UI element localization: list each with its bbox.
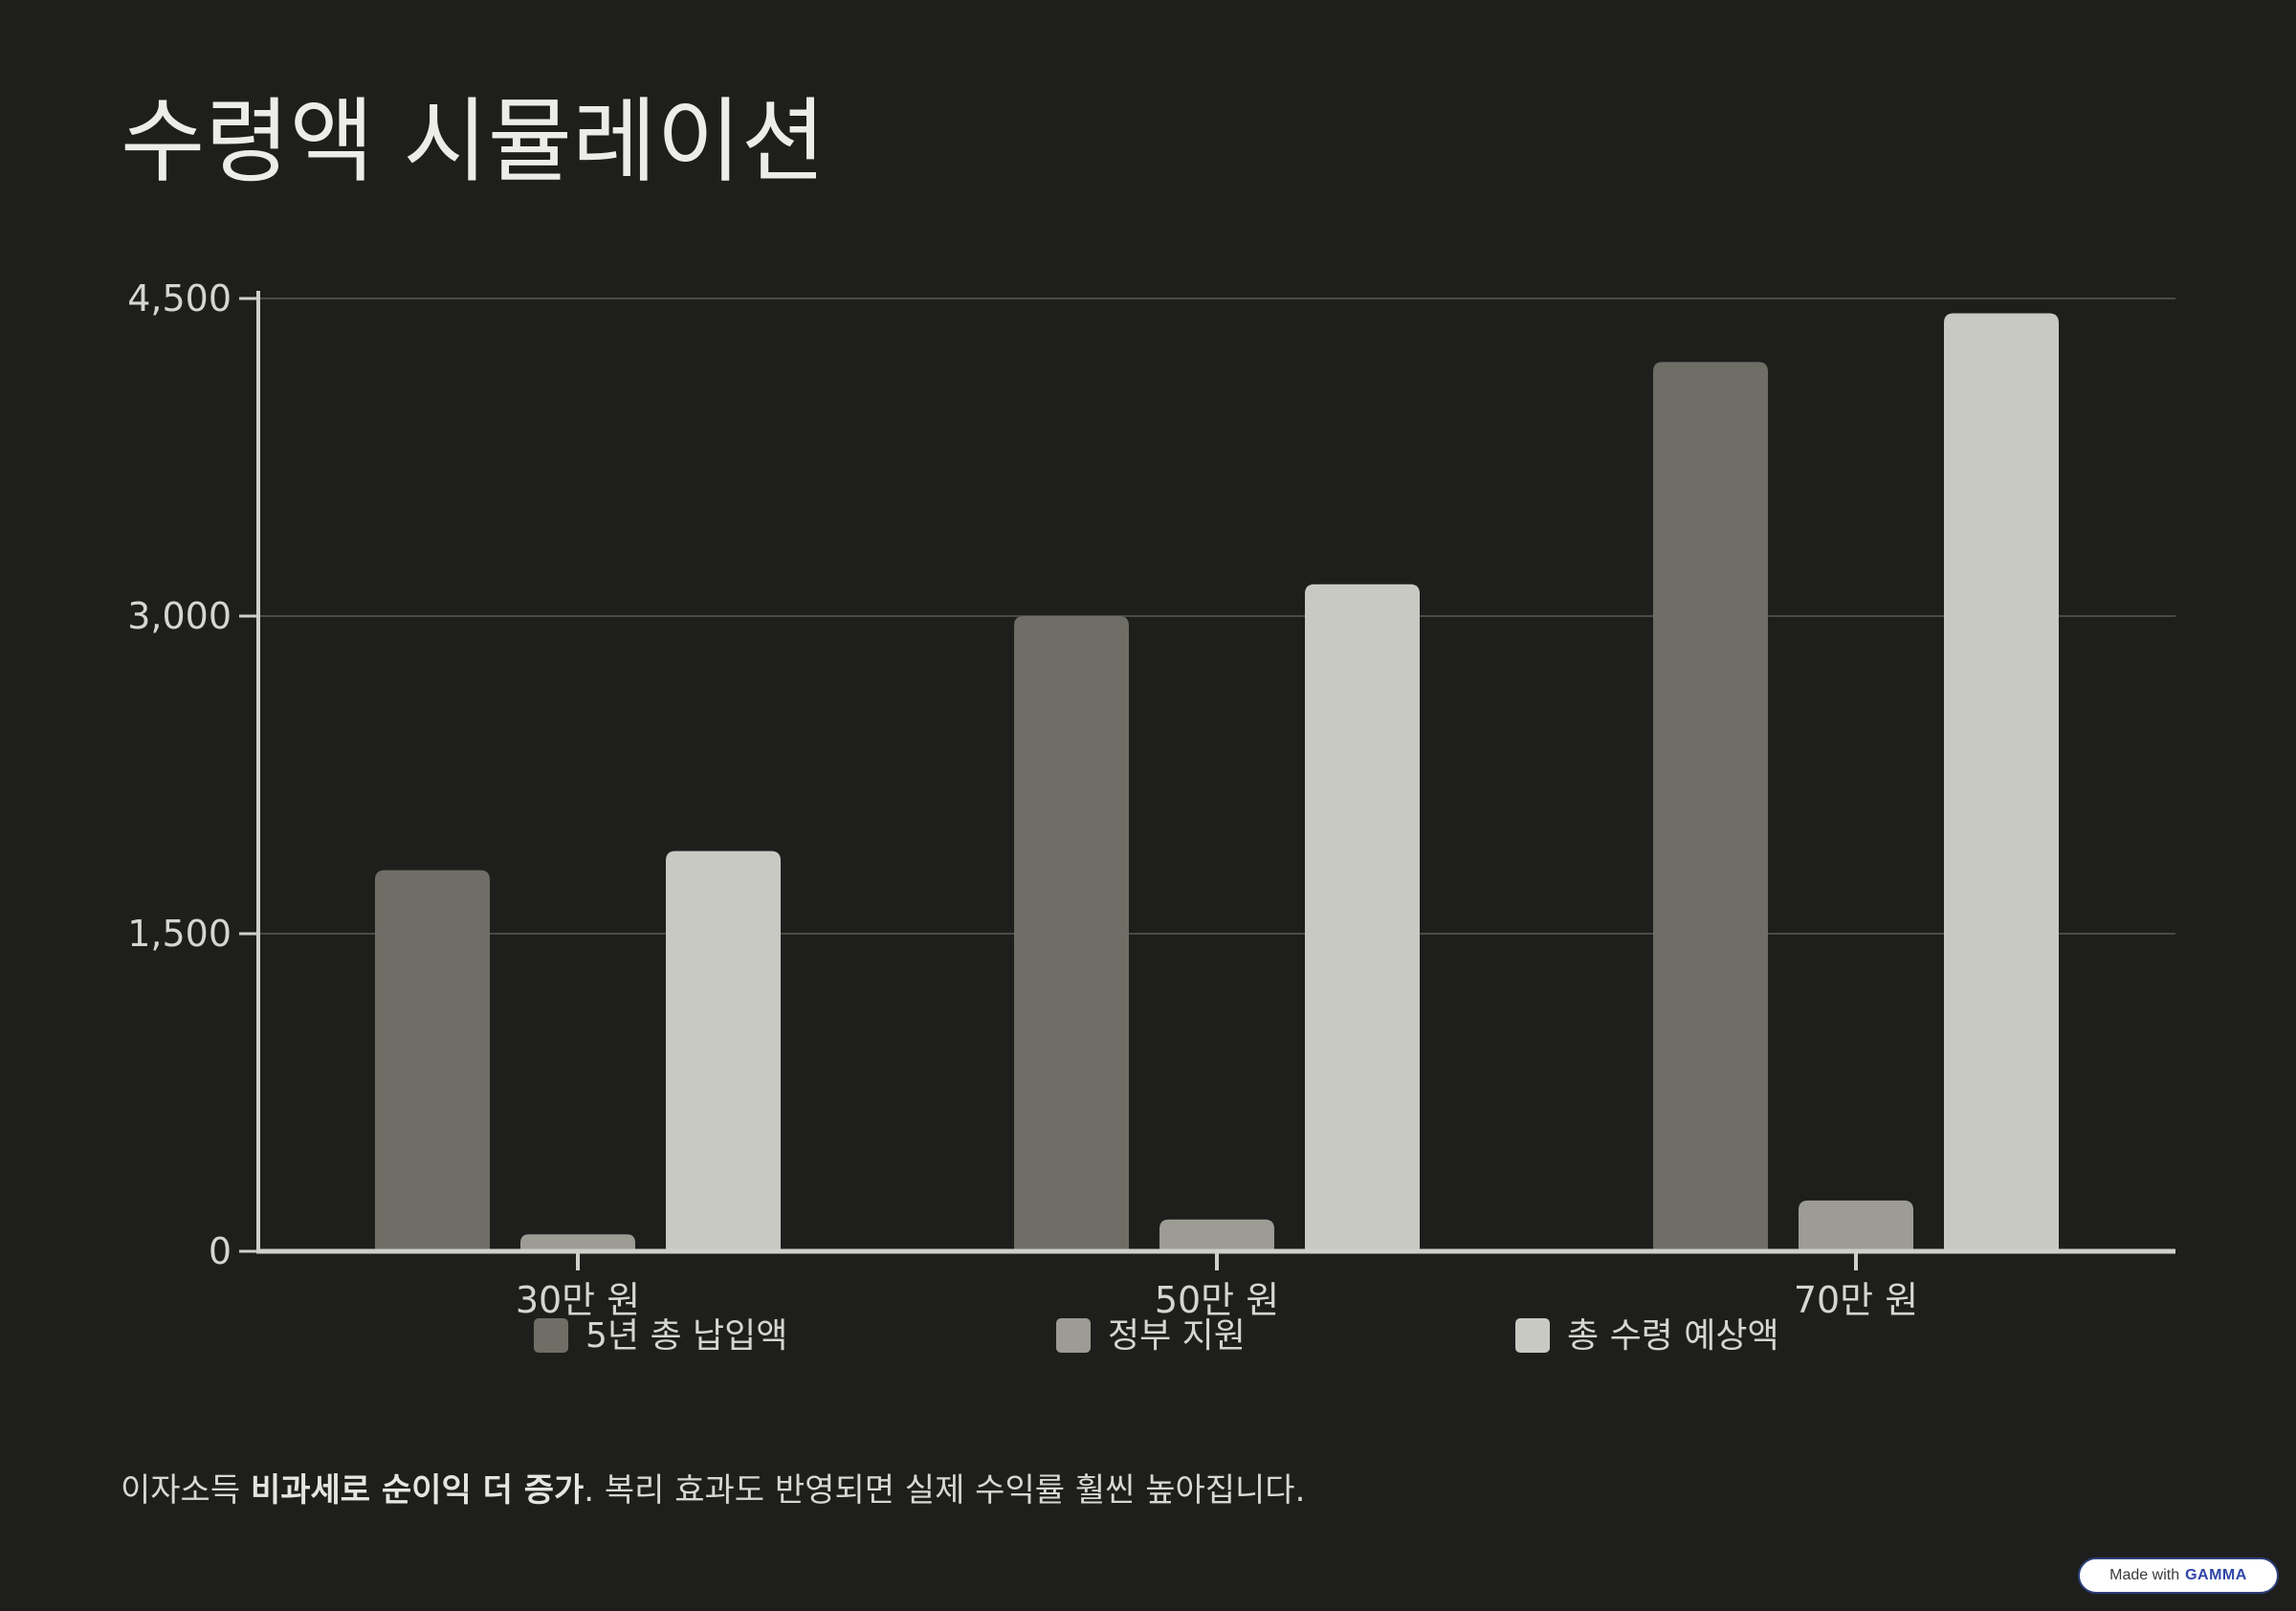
- footnote-suffix: . 복리 효과도 반영되면 실제 수익률 훨씬 높아집니다.: [584, 1471, 1306, 1510]
- bar: [1799, 1200, 1913, 1251]
- axes: 0 1,500 3,000 4,500 30만 원 50만 원 70만 원: [127, 277, 2175, 1321]
- bar: [666, 850, 781, 1251]
- y-tick-label: 3,000: [127, 595, 232, 637]
- bar: [1305, 584, 1420, 1251]
- bar: [1653, 362, 1768, 1251]
- footnote-emphasis: 비과세로 순이익 더 증가: [250, 1471, 585, 1510]
- legend-swatch: [1056, 1318, 1091, 1353]
- y-tick-label: 1,500: [127, 913, 232, 955]
- legend-swatch: [1515, 1318, 1550, 1353]
- legend-label: 정부 지원: [1108, 1316, 1246, 1356]
- footnote-prefix: 이자소득: [121, 1471, 251, 1510]
- bar: [520, 1234, 635, 1251]
- page-title: 수령액 시뮬레이션: [121, 88, 827, 195]
- y-tick-label: 0: [209, 1230, 232, 1272]
- footnote: 이자소득 비과세로 순이익 더 증가. 복리 효과도 반영되면 실제 수익률 훨…: [121, 1464, 1305, 1511]
- bar: [1944, 313, 2059, 1251]
- x-tick-label: 30만 원: [516, 1279, 640, 1321]
- bar: [1014, 616, 1129, 1251]
- y-tick-label: 4,500: [127, 277, 232, 320]
- legend-label: 5년 총 납입액: [585, 1316, 787, 1356]
- legend-swatch: [534, 1318, 568, 1353]
- grid-lines: [258, 298, 2175, 935]
- legend: 5년 총 납입액 정부 지원 총 수령 예상액: [534, 1316, 1779, 1356]
- made-with-gamma-badge[interactable]: Made with GAMMA: [2078, 1557, 2279, 1594]
- x-tick-label: 50만 원: [1155, 1279, 1279, 1321]
- badge-made-with-text: Made with: [2109, 1567, 2180, 1583]
- x-tick-label: 70만 원: [1794, 1279, 1918, 1321]
- bar: [1159, 1219, 1274, 1251]
- gamma-logo: GAMMA: [2185, 1567, 2247, 1583]
- legend-label: 총 수령 예상액: [1567, 1316, 1779, 1356]
- bars: [375, 313, 2059, 1251]
- bar: [375, 870, 490, 1251]
